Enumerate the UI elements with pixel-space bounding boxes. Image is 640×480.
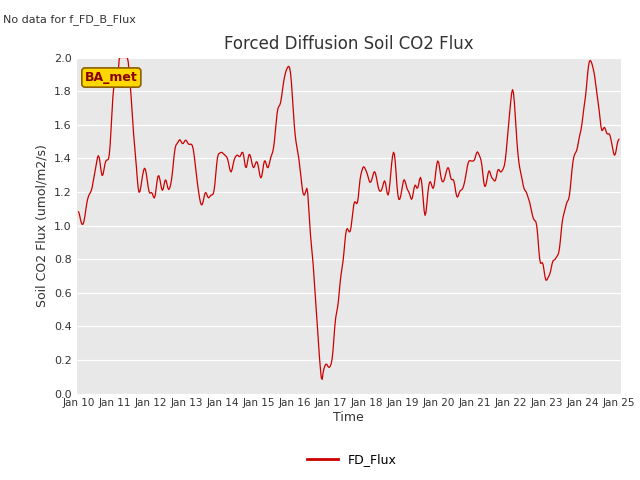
- Text: No data for f_FD_B_Flux: No data for f_FD_B_Flux: [3, 14, 136, 25]
- X-axis label: Time: Time: [333, 411, 364, 424]
- Y-axis label: Soil CO2 Flux (umol/m2/s): Soil CO2 Flux (umol/m2/s): [36, 144, 49, 307]
- Title: Forced Diffusion Soil CO2 Flux: Forced Diffusion Soil CO2 Flux: [224, 35, 474, 53]
- Text: BA_met: BA_met: [85, 71, 138, 84]
- Legend: FD_Flux: FD_Flux: [302, 448, 402, 471]
